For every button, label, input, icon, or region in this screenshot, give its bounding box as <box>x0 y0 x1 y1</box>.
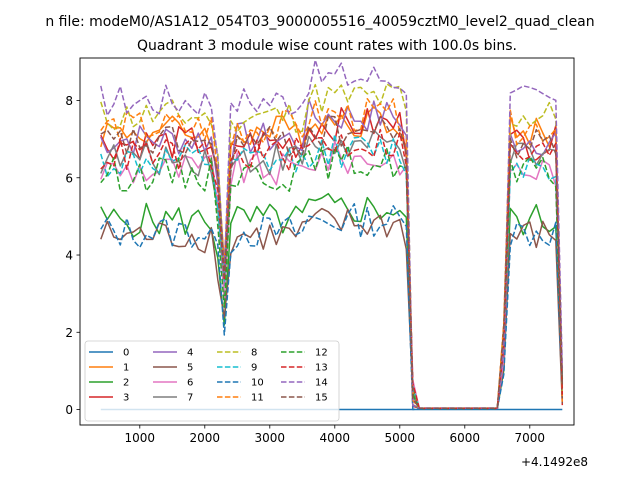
y-tick-label: 0 <box>65 403 73 417</box>
legend-label-7: 7 <box>187 393 193 404</box>
legend-label-10: 10 <box>251 378 264 389</box>
series-layer <box>100 59 564 411</box>
legend-label-5: 5 <box>187 363 193 374</box>
legend-label-1: 1 <box>123 363 129 374</box>
chart-title: Quadrant 3 module wise count rates with … <box>137 38 517 54</box>
y-tick-label: 2 <box>65 326 73 340</box>
x-tick-label: 4000 <box>320 431 351 445</box>
plot-area <box>79 57 575 426</box>
legend-label-9: 9 <box>251 363 257 374</box>
legend-label-4: 4 <box>187 348 193 359</box>
x-tick-label: 1000 <box>125 431 156 445</box>
legend-label-3: 3 <box>123 393 129 404</box>
legend-label-2: 2 <box>123 378 129 389</box>
x-offset-label: +4.1492e8 <box>521 455 588 469</box>
x-tick-label: 3000 <box>255 431 286 445</box>
y-tick-label: 8 <box>65 94 73 108</box>
legend-label-8: 8 <box>251 348 257 359</box>
legend-label-12: 12 <box>315 348 328 359</box>
x-tick-label: 7000 <box>515 431 546 445</box>
x-tick-label: 5000 <box>385 431 416 445</box>
x-axis: 1000 2000 3000 4000 5000 6000 7000 <box>125 425 546 445</box>
legend-label-14: 14 <box>315 378 328 389</box>
legend-label-6: 6 <box>187 378 193 389</box>
x-tick-label: 2000 <box>190 431 221 445</box>
legend-label-11: 11 <box>251 393 264 404</box>
series-line-11 <box>100 97 564 409</box>
figure-suptitle: n file: modeM0/AS1A12_054T03_9000005516_… <box>45 14 594 30</box>
legend-label-13: 13 <box>315 363 328 374</box>
series-line-15 <box>100 115 564 409</box>
legend-frame <box>84 340 340 422</box>
y-axis: 0 2 4 6 8 <box>65 94 80 417</box>
y-tick-label: 6 <box>65 171 73 185</box>
y-tick-label: 4 <box>65 249 73 263</box>
axes-frame <box>79 57 575 426</box>
legend-label-15: 15 <box>315 393 328 404</box>
legend-label-0: 0 <box>123 348 129 359</box>
x-tick-label: 6000 <box>450 431 481 445</box>
